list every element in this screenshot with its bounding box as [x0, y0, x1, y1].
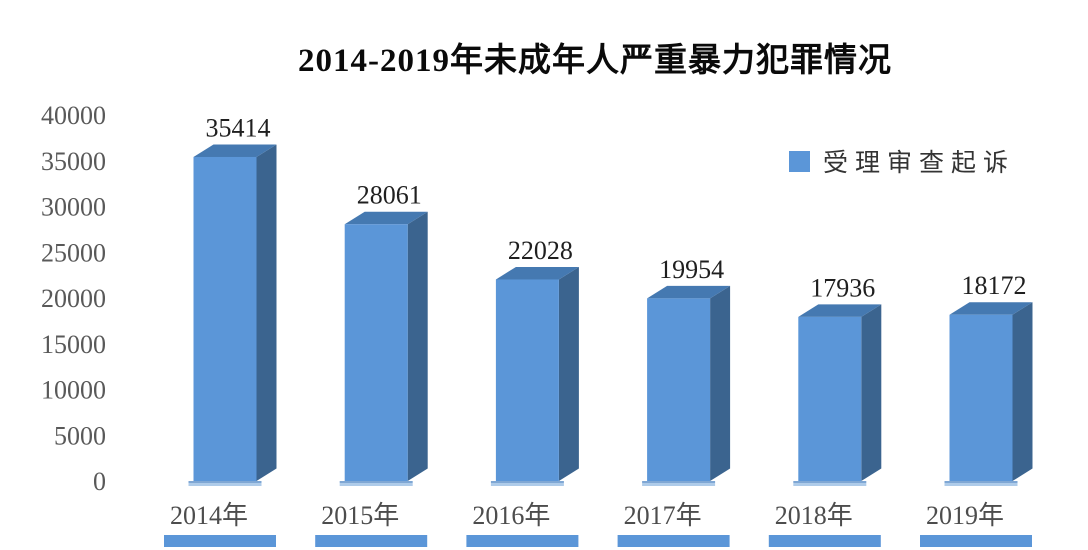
bar-front-face [344, 224, 408, 481]
bar-value-label: 28061 [357, 181, 422, 210]
x-axis-label: 2014年 [170, 501, 248, 530]
cropped-bottom-strip [315, 535, 428, 547]
bar-value-label: 19954 [659, 255, 724, 284]
bar-front-face [647, 298, 711, 481]
bar-base-strip [339, 483, 413, 486]
y-axis-label: 25000 [41, 238, 106, 267]
bar-side-face [1012, 302, 1033, 481]
y-axis-label: 30000 [41, 193, 106, 222]
bar-base-strip [490, 481, 564, 483]
bar-top-face [495, 266, 579, 280]
bar-base-strip [188, 481, 262, 483]
bar-top-face [193, 144, 277, 157]
cropped-bottom-strip [164, 535, 276, 547]
x-axis-label: 2017年 [624, 501, 702, 530]
bar-value-label: 22028 [508, 236, 573, 265]
bar-side-face [407, 211, 428, 481]
bar-front-face [193, 156, 257, 481]
bar-front-face [495, 279, 559, 481]
chart-title: 2014-2019年未成年人严重暴力犯罪情况 [298, 43, 892, 79]
y-axis-label: 0 [93, 467, 106, 496]
y-axis-label: 10000 [41, 376, 106, 405]
legend-label: 受理审查起诉 [823, 150, 1016, 177]
x-axis-label: 2015年 [321, 501, 399, 530]
bar-side-face [256, 144, 277, 481]
bar-base-strip [944, 483, 1018, 486]
bar-base-strip [339, 481, 413, 483]
bar-value-label: 17936 [810, 273, 875, 302]
y-axis-label: 5000 [54, 421, 106, 450]
bar-base-strip [642, 483, 716, 486]
bar-top-face [344, 211, 428, 225]
cropped-bottom-strip [920, 535, 1032, 547]
cropped-bottom-strip [466, 535, 579, 547]
bar-side-face [710, 285, 731, 481]
bar-front-face [949, 314, 1013, 481]
bar-base-strip [793, 483, 867, 486]
bar-value-label: 18172 [962, 271, 1027, 300]
bar-base-strip [944, 481, 1018, 483]
x-axis-label: 2019年 [926, 501, 1004, 530]
bar-top-face [949, 302, 1033, 315]
bar-base-strip [188, 483, 262, 486]
legend-swatch-icon [789, 150, 810, 172]
cropped-bottom-strip [768, 535, 881, 547]
x-axis-label: 2016年 [472, 501, 550, 530]
bar-front-face [798, 316, 862, 481]
bar-base-strip [793, 481, 867, 483]
x-axis-label: 2018年 [775, 501, 853, 530]
bar-side-face [861, 304, 882, 481]
bar-value-label: 35414 [206, 113, 271, 142]
bar-base-strip [490, 483, 564, 486]
legend: 受理审查起诉 [789, 143, 1015, 179]
y-axis-label: 20000 [41, 284, 106, 313]
bar-base-strip [642, 481, 716, 483]
y-axis-label: 40000 [41, 101, 106, 130]
bar-top-face [647, 285, 731, 299]
bar-side-face [558, 266, 579, 481]
y-axis-label: 35000 [41, 147, 106, 176]
bar-top-face [798, 304, 882, 317]
y-axis-label: 15000 [41, 330, 106, 359]
cropped-bottom-strip [617, 535, 730, 547]
